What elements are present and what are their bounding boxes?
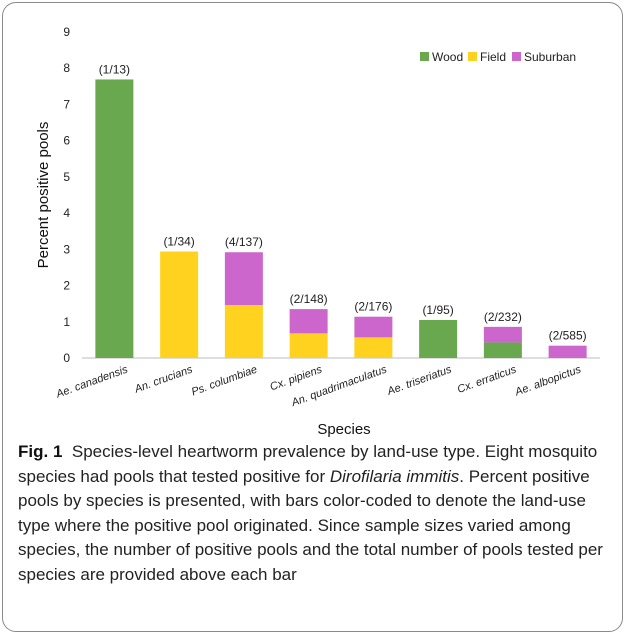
legend-label-field: Field (480, 50, 506, 64)
y-tick-label: 1 (63, 315, 70, 329)
legend-swatch-wood (420, 52, 429, 61)
y-axis-ticks: 0 1 2 3 4 5 6 7 8 9 (63, 25, 70, 365)
bar-segment-wood (419, 319, 458, 358)
bar-data-label: (2/232) (484, 310, 522, 324)
bar-segment-field (224, 305, 263, 358)
bar-segment-field (289, 333, 328, 358)
y-axis-label: Percent positive pools (35, 122, 52, 269)
y-tick-label: 9 (63, 25, 70, 39)
figure-number: Fig. 1 (18, 442, 63, 461)
legend-swatch-suburban (512, 52, 521, 61)
x-tick-label: An. crucians (132, 363, 194, 395)
legend-label-suburban: Suburban (524, 50, 576, 64)
bar-data-label: (1/34) (163, 235, 194, 249)
caption-text-part-1: Species-level heartworm prevalence by la… (18, 442, 598, 486)
bar-data-label: (4/137) (225, 235, 263, 249)
y-tick-label: 8 (63, 61, 70, 75)
bar-segment-field (354, 337, 393, 358)
bar-segment-wood (95, 79, 134, 358)
bar-data-label: (1/95) (422, 303, 453, 317)
x-tick-label: Ps. columbiae (190, 364, 259, 399)
caption-text-part-2: . Percent positive pools by species is p… (18, 466, 603, 584)
figure-caption: Fig. 1 Species-level heartworm prevalenc… (18, 440, 613, 587)
legend-label-wood: Wood (432, 50, 463, 64)
legend-swatch-field (468, 52, 477, 61)
bars (95, 79, 587, 358)
bar-segment-suburban (289, 309, 328, 334)
chart-legend: Wood Field Suburban (420, 50, 576, 64)
x-tick-label: Cx. erraticus (456, 363, 519, 396)
y-tick-label: 6 (63, 134, 70, 148)
caption-species-name: Dirofilaria immitis (329, 466, 460, 486)
x-tick-label: Ae. albopictus (513, 363, 583, 398)
bar-segment-suburban (548, 345, 587, 358)
y-tick-label: 5 (63, 170, 70, 184)
x-tick-label: Ae. triseriatus (385, 363, 454, 398)
bar-data-label: (2/585) (549, 329, 587, 343)
x-tick-label: Ae. canadensis (54, 363, 130, 401)
stacked-bar-chart: Wood Field Suburban 0 1 2 3 4 5 6 7 8 9 (1/13) (1/34… (35, 25, 600, 438)
y-tick-label: 7 (63, 97, 70, 111)
bar-data-label: (2/176) (354, 300, 392, 314)
data-labels: (1/13) (1/34) (4/137) (2/148) (2/176) (1/95) (… (99, 62, 587, 342)
bar-segment-suburban (483, 326, 522, 343)
bar-segment-suburban (224, 252, 263, 306)
x-axis-label: Species (317, 421, 370, 438)
y-tick-label: 2 (63, 279, 70, 293)
y-tick-label: 0 (63, 351, 70, 365)
bar-segment-field (160, 251, 199, 358)
bar-segment-suburban (354, 316, 393, 338)
y-tick-label: 3 (63, 242, 70, 256)
y-tick-label: 4 (63, 206, 70, 220)
bar-data-label: (2/148) (290, 292, 328, 306)
bar-segment-wood (483, 342, 522, 358)
bar-data-label: (1/13) (99, 62, 130, 76)
